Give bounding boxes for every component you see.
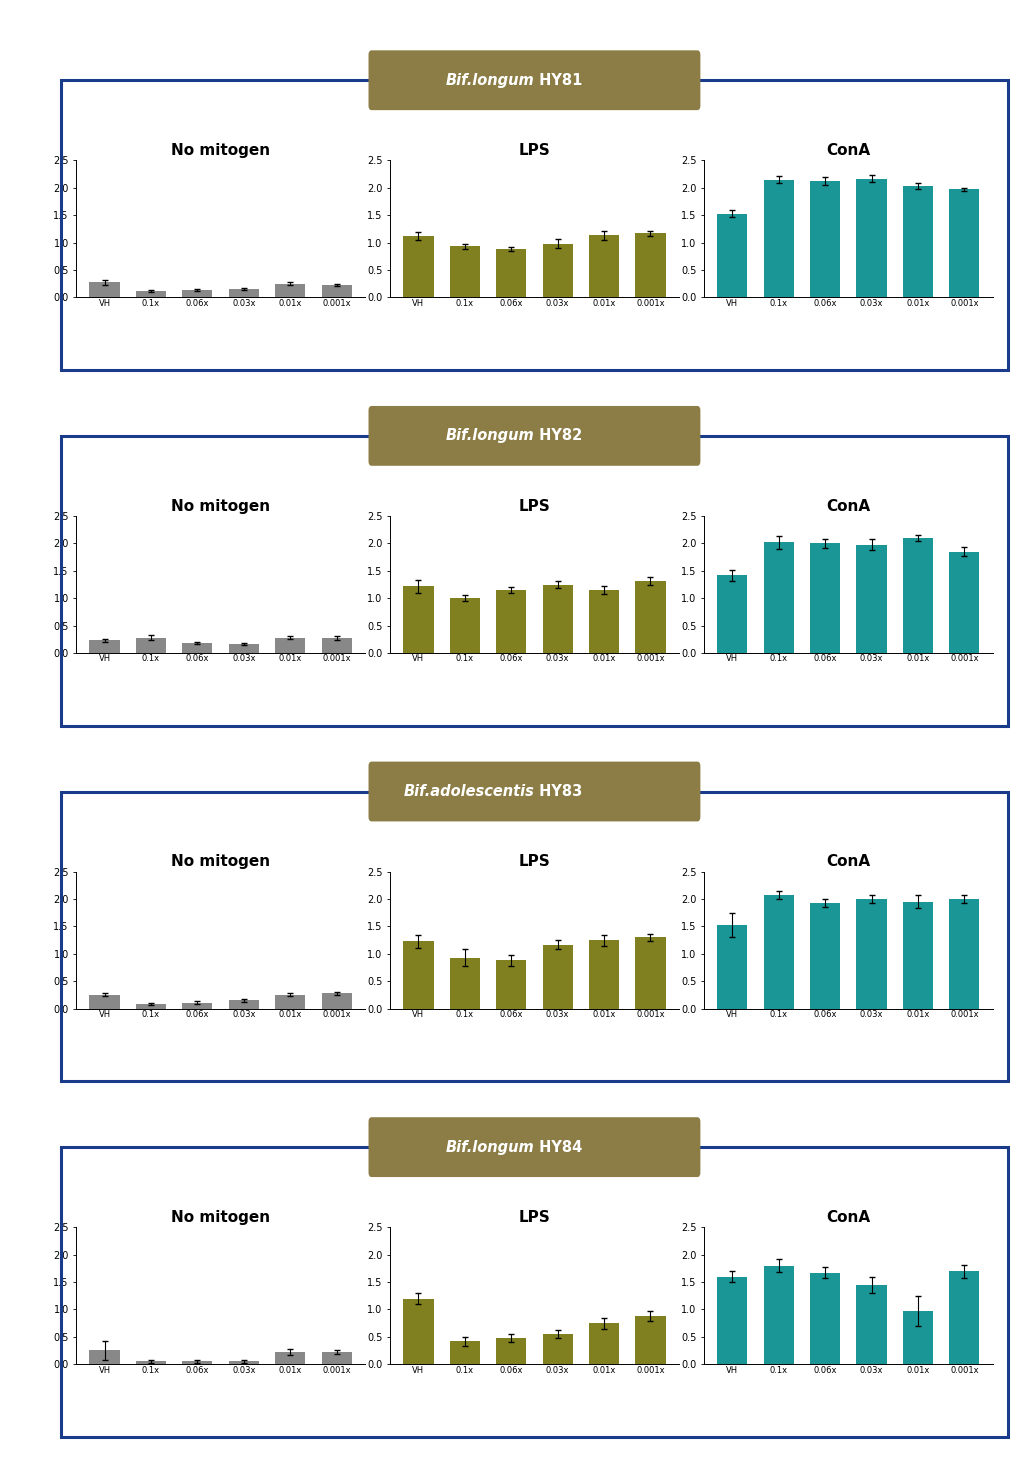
Title: LPS: LPS	[518, 143, 551, 158]
Bar	[322, 994, 351, 1008]
Bar	[322, 638, 351, 654]
Bar	[135, 638, 166, 654]
Bar	[450, 957, 479, 1008]
Bar	[764, 543, 794, 654]
Bar	[229, 1361, 259, 1364]
Bar	[275, 995, 305, 1008]
Bar	[810, 181, 840, 298]
Bar	[718, 213, 747, 298]
Title: ConA: ConA	[827, 854, 870, 870]
Bar	[903, 902, 934, 1008]
Bar	[90, 1351, 120, 1364]
Bar	[450, 247, 479, 298]
Bar	[589, 940, 619, 1008]
Bar	[90, 995, 120, 1008]
Title: No mitogen: No mitogen	[171, 854, 270, 870]
Bar	[543, 585, 573, 654]
Title: No mitogen: No mitogen	[171, 1210, 270, 1224]
Bar	[635, 233, 666, 298]
Bar	[496, 249, 526, 298]
Bar	[810, 903, 840, 1008]
Bar	[135, 1361, 166, 1364]
Text: Bif.longum: Bif.longum	[446, 1139, 534, 1154]
Bar	[135, 1004, 166, 1008]
Bar	[949, 1271, 979, 1364]
Bar	[543, 944, 573, 1008]
Bar	[182, 1002, 213, 1008]
Title: No mitogen: No mitogen	[171, 499, 270, 514]
Bar	[589, 589, 619, 654]
Text: Bif.adolescentis: Bif.adolescentis	[403, 783, 534, 800]
Bar	[718, 575, 747, 654]
Bar	[903, 538, 934, 654]
Bar	[856, 899, 887, 1008]
Bar	[322, 285, 351, 298]
Bar	[403, 1299, 434, 1364]
Text: Bif.longum: Bif.longum	[446, 73, 534, 88]
Bar	[856, 1285, 887, 1364]
Title: LPS: LPS	[518, 1210, 551, 1224]
Bar	[764, 179, 794, 298]
Bar	[275, 1352, 305, 1364]
Bar	[810, 543, 840, 654]
Bar	[182, 1361, 213, 1364]
Bar	[903, 1312, 934, 1364]
Bar	[810, 1272, 840, 1364]
Bar	[543, 244, 573, 298]
Title: No mitogen: No mitogen	[171, 143, 270, 158]
Bar	[90, 283, 120, 298]
Bar	[450, 598, 479, 654]
Bar	[182, 290, 213, 298]
Text: HY81: HY81	[534, 73, 583, 88]
Bar	[90, 641, 120, 654]
Bar	[589, 235, 619, 298]
Bar	[182, 643, 213, 654]
Bar	[543, 1334, 573, 1364]
Text: HY83: HY83	[534, 783, 582, 800]
Bar	[589, 1323, 619, 1364]
Bar	[496, 589, 526, 654]
Bar	[275, 638, 305, 654]
Bar	[403, 587, 434, 654]
Bar	[949, 552, 979, 654]
Bar	[322, 1352, 351, 1364]
Bar	[229, 1001, 259, 1008]
Bar	[949, 190, 979, 298]
Bar	[496, 1338, 526, 1364]
Bar	[764, 896, 794, 1008]
Bar	[635, 1316, 666, 1364]
Title: ConA: ConA	[827, 143, 870, 158]
Bar	[856, 544, 887, 654]
Bar	[450, 1341, 479, 1364]
Bar	[275, 283, 305, 298]
Title: ConA: ConA	[827, 499, 870, 514]
Bar	[496, 960, 526, 1008]
Bar	[635, 581, 666, 654]
Title: ConA: ConA	[827, 1210, 870, 1224]
Bar	[718, 1277, 747, 1364]
Bar	[635, 937, 666, 1008]
Bar	[903, 187, 934, 298]
Title: LPS: LPS	[518, 499, 551, 514]
Text: HY84: HY84	[534, 1139, 582, 1154]
Text: Bif.longum: Bif.longum	[446, 429, 534, 444]
Text: HY82: HY82	[534, 429, 582, 444]
Bar	[403, 941, 434, 1008]
Bar	[135, 290, 166, 298]
Bar	[718, 925, 747, 1008]
Bar	[949, 899, 979, 1008]
Bar	[764, 1265, 794, 1364]
Bar	[229, 643, 259, 654]
Title: LPS: LPS	[518, 854, 551, 870]
Bar	[229, 289, 259, 298]
Bar	[856, 178, 887, 298]
Bar	[403, 236, 434, 298]
